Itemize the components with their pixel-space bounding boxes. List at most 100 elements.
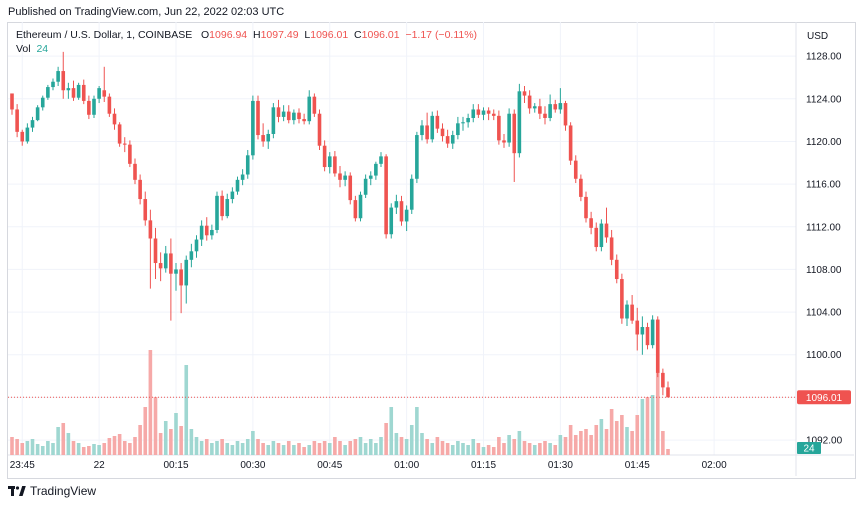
volume-bar <box>425 439 429 455</box>
candle-body <box>415 135 419 179</box>
volume-bar <box>415 407 419 455</box>
candle-body <box>655 319 660 373</box>
volume-bar <box>148 350 153 455</box>
candle-body <box>573 160 578 179</box>
candle-body <box>522 91 527 96</box>
candle-body <box>61 71 66 91</box>
symbol-label[interactable]: Ethereum / U.S. Dollar, 1, COINBASE <box>16 29 193 41</box>
candle-body <box>584 196 588 219</box>
volume-bar <box>420 433 424 455</box>
volume-bar <box>61 423 66 455</box>
volume-bar <box>497 437 501 455</box>
volume-bar <box>102 443 107 455</box>
volume-bar <box>599 419 604 455</box>
volume-bar <box>133 437 137 455</box>
volume-bar <box>486 445 491 455</box>
volume-bar <box>491 447 496 455</box>
candle-body <box>51 81 55 88</box>
volume-bar <box>225 443 230 455</box>
candle-body <box>71 88 76 98</box>
currency-label[interactable]: USD <box>807 31 829 42</box>
candle-body <box>76 84 81 98</box>
candle-body <box>630 304 634 321</box>
candle-body <box>450 135 455 144</box>
candle-body <box>230 191 235 200</box>
candle-body <box>97 88 101 99</box>
volume-bar <box>194 437 199 455</box>
volume-bar <box>563 437 568 455</box>
candle-body <box>379 156 383 164</box>
volume-bar <box>476 443 481 455</box>
candle-body <box>409 178 414 210</box>
high-value: 1097.49 <box>260 29 299 41</box>
volume-bar <box>461 443 465 455</box>
volume-bar <box>292 445 296 455</box>
candle-body <box>102 90 107 97</box>
candle-body <box>543 113 547 118</box>
volume-bar <box>374 443 378 455</box>
ohlc-legend: Ethereum / U.S. Dollar, 1, COINBASE O109… <box>16 29 477 41</box>
volume-bar <box>128 443 132 455</box>
volume-bar <box>76 443 81 455</box>
candle-body <box>527 95 532 109</box>
volume-bar <box>327 443 332 455</box>
volume-bar <box>553 445 558 455</box>
candle-body <box>138 179 142 200</box>
volume-bar <box>409 425 414 455</box>
volume-bar <box>87 446 91 455</box>
candle-body <box>661 372 665 388</box>
candle-body <box>343 175 347 180</box>
candle-body <box>235 179 240 192</box>
tradingview-logo-icon <box>8 486 26 496</box>
candle-body <box>225 199 230 217</box>
volume-bar <box>107 438 112 455</box>
volume-bar <box>92 444 96 455</box>
volume-bar <box>56 427 60 455</box>
volume-bar <box>358 437 363 455</box>
volume-bar <box>40 446 45 455</box>
volume-bar <box>568 425 573 455</box>
volume-bar <box>143 407 148 455</box>
candle-body <box>563 103 568 126</box>
candle-body <box>292 112 296 121</box>
y-tick-label: 1100.00 <box>806 350 842 361</box>
candle-body <box>640 327 645 335</box>
x-tick-label: 22 <box>94 460 106 471</box>
candle-body <box>271 107 276 134</box>
volume-label[interactable]: Vol <box>16 43 31 55</box>
candle-body <box>389 207 394 235</box>
volume-bar <box>522 441 527 455</box>
candle-body <box>486 110 491 114</box>
candle-body <box>353 200 358 219</box>
y-tick-label: 1116.00 <box>806 180 841 191</box>
candle-body <box>56 71 60 82</box>
volume-bar <box>261 443 265 455</box>
volume-bar <box>163 421 168 455</box>
candle-body <box>204 225 209 236</box>
volume-bar <box>502 443 506 455</box>
volume-bar <box>317 443 322 455</box>
close-label: C <box>354 29 362 41</box>
volume-bar <box>507 435 511 455</box>
volume-bar <box>220 439 224 455</box>
footer-brand[interactable]: TradingView <box>30 484 97 498</box>
candle-body <box>46 87 50 98</box>
last-price-text: 1096.01 <box>806 393 843 404</box>
candle-body <box>645 327 650 346</box>
volume-bar <box>189 429 194 455</box>
candle-body <box>30 120 35 128</box>
candle-body <box>210 229 214 236</box>
candle-body <box>430 115 435 140</box>
volume-bar <box>322 441 327 455</box>
volume-bar <box>179 426 183 455</box>
candle-body <box>374 163 378 176</box>
candle-body <box>599 223 604 248</box>
candle-body <box>297 112 301 120</box>
volume-bar <box>343 445 347 455</box>
candle-body <box>604 223 609 238</box>
candle-body <box>286 111 291 121</box>
candle-body <box>589 218 593 228</box>
volume-bar <box>302 447 306 455</box>
